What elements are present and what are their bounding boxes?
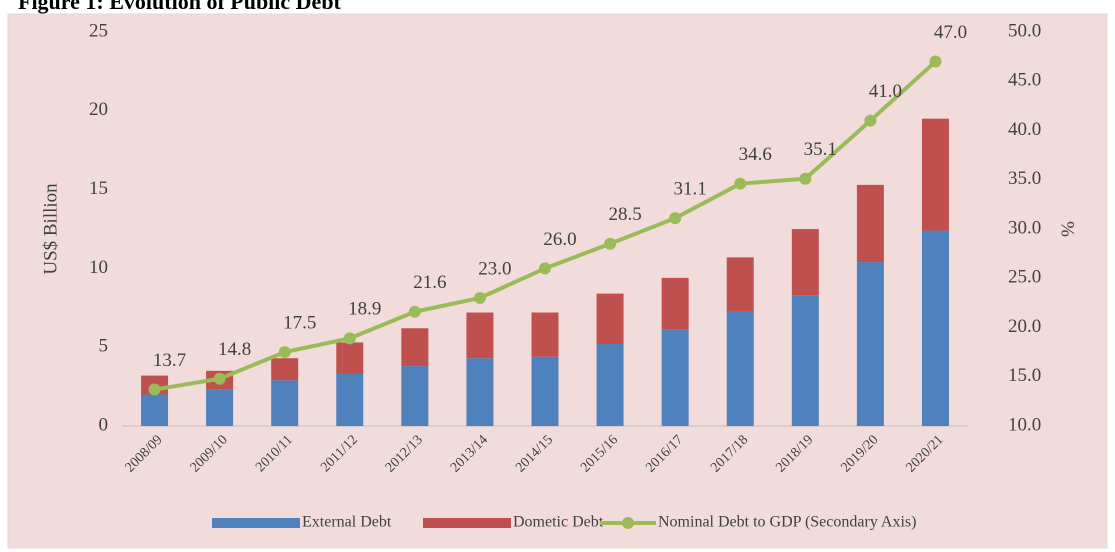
y2-tick-label: 15.0 (1008, 365, 1041, 386)
bar (726, 310, 754, 426)
y2-tick-label: 30.0 (1008, 217, 1041, 238)
bar (596, 293, 624, 345)
y-tick-label: 5 (99, 336, 109, 357)
line-point (213, 372, 226, 385)
legend-label: Nominal Debt to GDP (Secondary Axis) (658, 514, 916, 531)
data-label: 35.1 (804, 139, 837, 160)
y2-tick-label: 35.0 (1008, 168, 1041, 189)
line-point (734, 177, 747, 190)
y-axis-label: US$ Billion (40, 183, 61, 275)
y-tick-label: 20 (89, 99, 108, 120)
chart-title: Figure 1: Evolution of Public Debt (18, 0, 342, 14)
bar (401, 328, 429, 367)
bar (726, 257, 754, 311)
line-point (278, 346, 291, 359)
bar (791, 295, 819, 426)
bar (921, 118, 949, 231)
bar (661, 277, 689, 330)
bar (336, 342, 364, 374)
data-label: 13.7 (153, 350, 186, 371)
bar (271, 380, 299, 426)
data-label: 28.5 (608, 204, 641, 225)
line-point (343, 332, 356, 345)
line-point (604, 237, 617, 250)
data-label: 47.0 (934, 22, 967, 43)
bar (401, 366, 429, 426)
bar (531, 356, 559, 426)
bar (336, 373, 364, 426)
legend-swatch (423, 518, 511, 528)
data-label: 41.0 (869, 81, 902, 102)
data-label: 14.8 (218, 339, 251, 360)
line-point (473, 291, 486, 304)
y2-tick-label: 45.0 (1008, 70, 1041, 91)
data-label: 21.6 (413, 272, 446, 293)
bar (921, 230, 949, 426)
y2-axis-label: % (1057, 221, 1078, 237)
bar (466, 358, 494, 426)
y2-tick-label: 20.0 (1008, 316, 1041, 337)
y2-tick-label: 40.0 (1008, 119, 1041, 140)
y2-tick-label: 10.0 (1008, 414, 1041, 435)
bar (531, 312, 559, 357)
bar (661, 329, 689, 426)
y2-tick-label: 25.0 (1008, 267, 1041, 288)
line-point (669, 212, 682, 225)
bar (791, 229, 819, 296)
line-point (799, 172, 812, 185)
data-label: 23.0 (478, 258, 511, 279)
y-tick-label: 25 (89, 20, 108, 41)
legend-marker (622, 517, 634, 529)
line-point (408, 305, 421, 318)
y-tick-label: 10 (89, 257, 108, 278)
bar (271, 358, 299, 381)
bar (596, 344, 624, 426)
line-point (539, 262, 551, 275)
bar (856, 184, 884, 263)
y-tick-label: 15 (89, 178, 108, 199)
bar (141, 394, 169, 426)
data-label: 26.0 (543, 229, 576, 250)
data-label: 31.1 (674, 179, 707, 200)
bar (206, 389, 234, 426)
y2-tick-label: 50.0 (1008, 20, 1041, 41)
bar (856, 262, 884, 426)
data-label: 17.5 (283, 312, 316, 333)
data-label: 34.6 (739, 144, 772, 165)
line-point (148, 383, 161, 396)
bar (466, 312, 494, 359)
data-label: 18.9 (348, 299, 381, 320)
line-point (864, 114, 877, 127)
line-point (929, 55, 942, 68)
legend-label: External Debt (302, 514, 392, 531)
legend-label: Dometic Debt (513, 514, 604, 531)
legend-swatch (212, 518, 300, 528)
y-tick-label: 0 (99, 414, 109, 435)
